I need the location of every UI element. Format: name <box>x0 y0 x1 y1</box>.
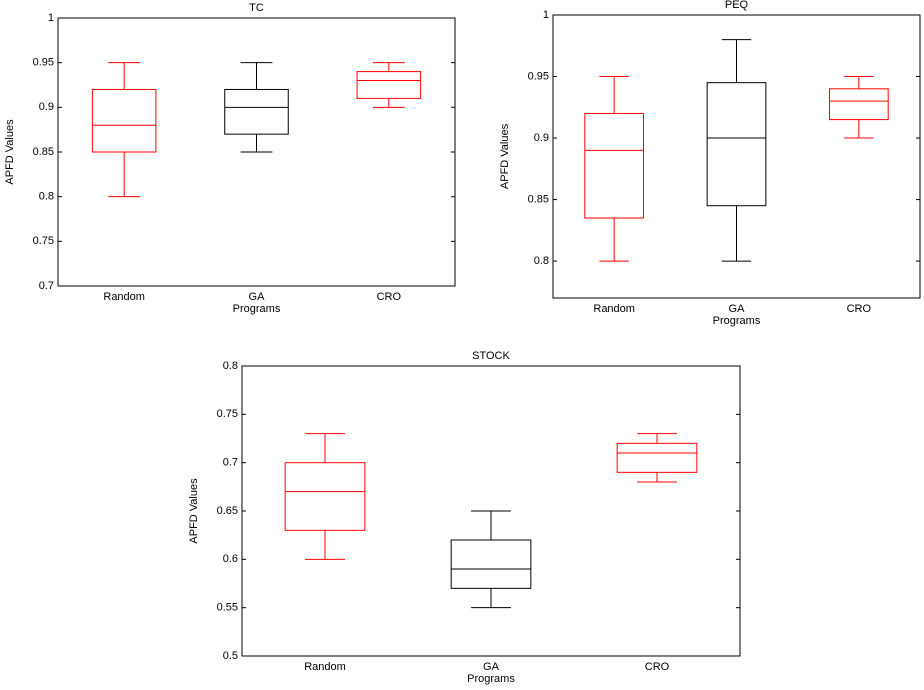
y-tick-label: 0.75 <box>33 235 54 247</box>
y-tick-label: 1 <box>543 9 549 21</box>
x-tick-label: Random <box>103 291 145 303</box>
y-tick-label: 0.9 <box>534 132 549 144</box>
x-tick-label: GA <box>729 303 746 315</box>
x-axis-label: Programs <box>233 303 281 315</box>
x-tick-label: GA <box>249 291 266 303</box>
x-axis-label: Programs <box>467 673 515 685</box>
y-tick-label: 0.7 <box>39 280 54 292</box>
x-tick-label: CRO <box>645 661 670 673</box>
y-tick-label: 0.95 <box>528 70 549 82</box>
y-tick-label: 0.5 <box>223 650 238 662</box>
y-axis-label: APFD Values <box>4 119 16 185</box>
axes-frame <box>552 14 921 299</box>
y-tick-label: 0.65 <box>217 505 238 517</box>
box <box>450 539 532 589</box>
y-tick-label: 0.8 <box>223 360 238 372</box>
box <box>224 88 289 135</box>
x-tick-label: GA <box>483 661 500 673</box>
box <box>828 88 889 121</box>
x-tick-label: CRO <box>377 291 402 303</box>
y-tick-label: 1 <box>48 12 54 24</box>
y-tick-label: 0.55 <box>217 602 238 614</box>
y-tick-label: 0.8 <box>39 191 54 203</box>
box <box>706 82 767 207</box>
y-tick-label: 0.85 <box>33 146 54 158</box>
y-tick-label: 0.75 <box>217 408 238 420</box>
box <box>91 88 157 153</box>
chart-title: STOCK <box>472 350 510 362</box>
box <box>616 442 698 473</box>
box <box>356 71 422 99</box>
x-axis-label: Programs <box>713 315 761 327</box>
x-tick-label: Random <box>593 303 635 315</box>
box <box>284 462 366 531</box>
y-tick-label: 0.85 <box>528 193 549 205</box>
x-tick-label: Random <box>304 661 346 673</box>
chart-title: PEQ <box>725 0 749 11</box>
y-tick-label: 0.9 <box>39 101 54 113</box>
y-tick-label: 0.95 <box>33 57 54 69</box>
y-axis-label: APFD Values <box>188 478 200 544</box>
y-tick-label: 0.8 <box>534 255 549 267</box>
y-tick-label: 0.7 <box>223 457 238 469</box>
x-tick-label: CRO <box>847 303 872 315</box>
y-tick-label: 0.6 <box>223 553 238 565</box>
y-axis-label: APFD Values <box>499 123 511 189</box>
chart-title: TC <box>249 2 264 14</box>
box <box>584 112 645 219</box>
